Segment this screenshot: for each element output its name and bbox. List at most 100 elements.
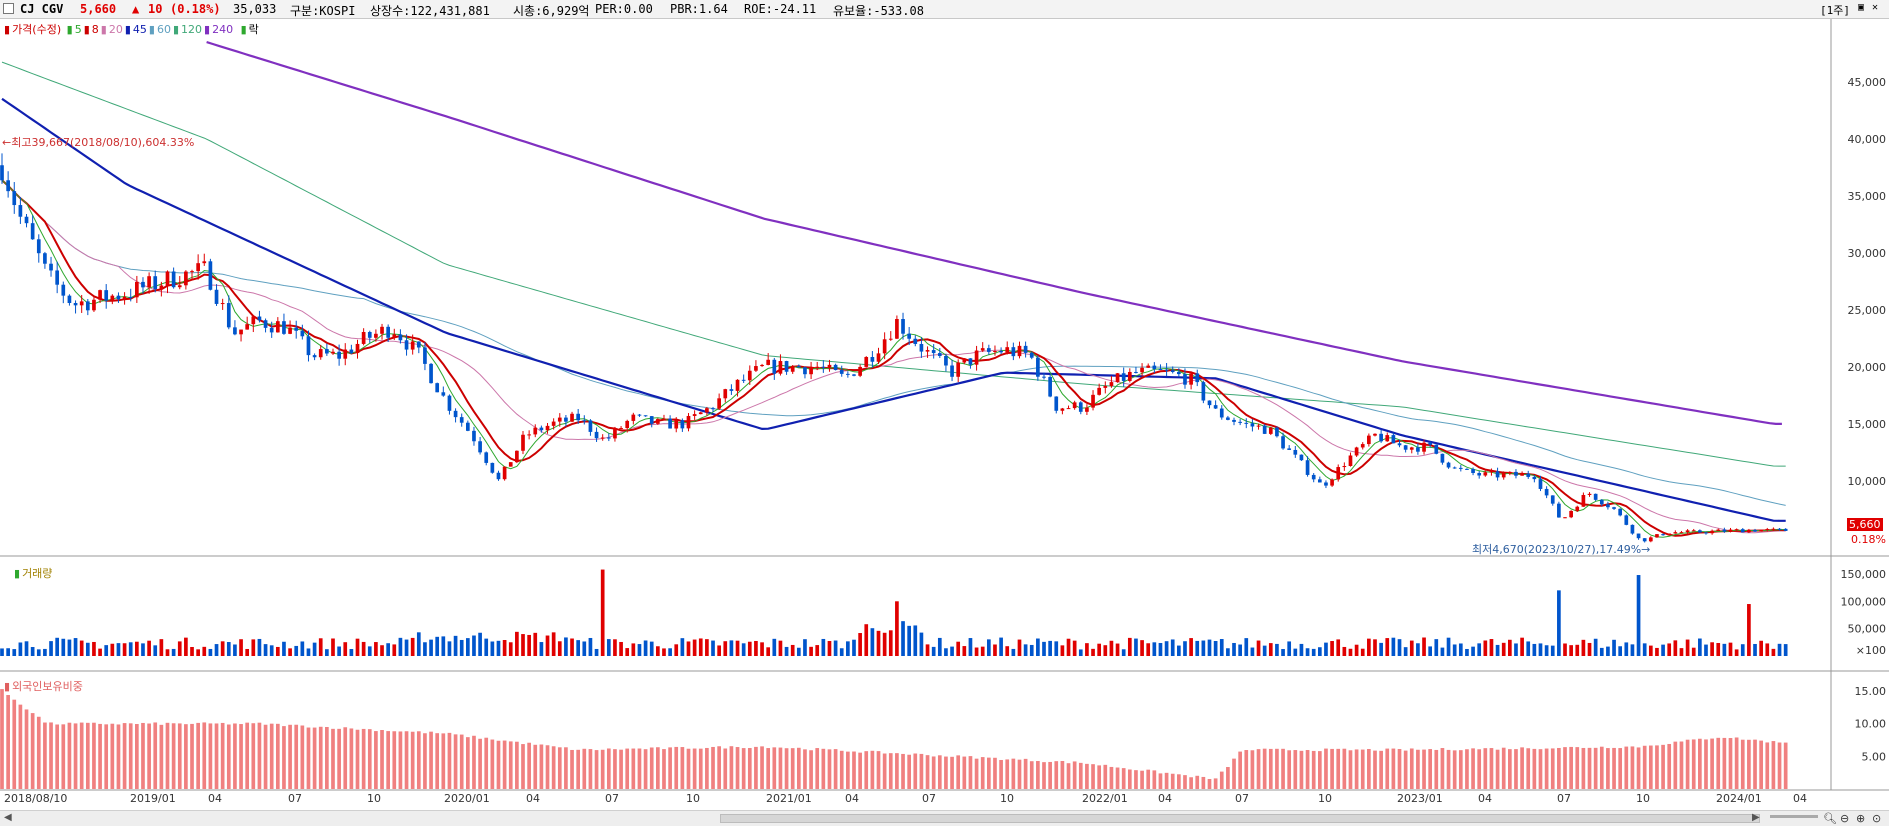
chart-canvas[interactable]: 45,000 40,000 35,000 30,000 25,000 20,000 15,0…	[0, 19, 1889, 810]
foreign-bar	[747, 748, 752, 789]
volume-bar	[239, 639, 243, 656]
foreign-bar	[600, 749, 605, 789]
scroll-right-icon[interactable]: ▶	[1752, 812, 1760, 823]
x-tick-label: 04	[1158, 792, 1172, 805]
foreign-bar	[833, 749, 838, 789]
volume-bar	[208, 648, 213, 656]
ma-legend-marker: ▮	[66, 23, 73, 36]
foreign-bar	[1115, 767, 1120, 789]
foreign-bar	[220, 722, 225, 789]
volume-bar	[1587, 642, 1592, 656]
header-checkbox[interactable]	[3, 3, 14, 14]
zoom-slider[interactable]	[1770, 815, 1818, 818]
high-annotation: ←최고39,667(2018/08/10),604.33%	[2, 136, 195, 149]
volume-bar	[1740, 644, 1745, 656]
candle-body	[1753, 529, 1757, 532]
foreign-bar	[1336, 748, 1341, 789]
volume-bar	[416, 632, 421, 656]
candle-body	[1066, 408, 1071, 410]
foreign-bar	[1103, 764, 1108, 789]
foreign-bar	[275, 723, 280, 789]
candle-body	[790, 365, 795, 372]
candle-body	[245, 324, 250, 330]
volume-bar	[36, 649, 41, 656]
volume-bar	[1606, 646, 1610, 656]
candle-body	[1599, 499, 1604, 505]
x-tick-label: 2024/01	[1716, 792, 1762, 805]
foreign-bar	[6, 695, 10, 789]
volume-bar	[999, 637, 1003, 656]
volume-bar	[1072, 640, 1077, 656]
foreign-bar	[1710, 738, 1714, 789]
candle-body	[43, 253, 47, 264]
x-tick-label: 10	[686, 792, 700, 805]
zoom-reset-icon[interactable]: ⊕	[1856, 812, 1866, 825]
volume-bar	[1360, 648, 1365, 656]
volume-bar	[1054, 641, 1059, 656]
candle-body	[1648, 537, 1653, 542]
volume-bar	[1538, 643, 1543, 656]
foreign-bar	[1642, 745, 1647, 789]
candle-body	[331, 351, 335, 354]
volume-bar	[747, 641, 752, 656]
foreign-bar	[24, 709, 29, 789]
foreign-bar	[1575, 747, 1580, 789]
ma-legend-marker: ▮	[148, 23, 155, 36]
candle-body	[435, 383, 440, 393]
candle-body	[1691, 530, 1696, 532]
volume-bar	[993, 644, 997, 656]
foreign-bar	[974, 758, 979, 789]
foreign-bar	[1587, 747, 1592, 789]
foreign-bar	[1409, 748, 1414, 789]
volume-bar	[386, 643, 390, 656]
volume-bar	[1655, 647, 1659, 656]
foreign-bar	[177, 723, 182, 789]
candle-body	[1759, 530, 1763, 532]
volume-bar	[784, 646, 789, 656]
candle-body	[1226, 417, 1230, 420]
x-tick-label: 04	[1478, 792, 1492, 805]
candle-body	[1219, 408, 1224, 418]
close-icon[interactable]: ✕	[1872, 2, 1879, 13]
scroll-thumb[interactable]	[720, 814, 1760, 823]
ma5-line	[1, 179, 1786, 538]
foreign-bar	[735, 747, 740, 789]
volume-bar	[858, 633, 862, 656]
foreign-bar	[508, 741, 513, 789]
foreign-bar	[355, 729, 360, 789]
x-tick-label: 04	[845, 792, 859, 805]
scroll-left-icon[interactable]: ◀	[4, 812, 12, 823]
foreign-bar	[73, 723, 78, 789]
zoom-in-icon[interactable]: ⊖	[1840, 812, 1850, 825]
candle-body	[122, 296, 127, 300]
foreign-bar	[1121, 768, 1126, 789]
volume-bar	[882, 632, 887, 656]
candle-body	[705, 408, 709, 413]
volume-bar	[1465, 648, 1469, 656]
volume-bar	[1581, 639, 1586, 656]
candle-body	[1538, 479, 1543, 489]
foreign-bar	[1275, 748, 1279, 789]
zoom-out-icon[interactable]: 🔍︎	[1823, 812, 1837, 825]
zoom-fit-icon[interactable]: ⊙	[1872, 812, 1882, 825]
period-button[interactable]: [1주]	[1820, 4, 1850, 17]
x-tick-label: 07	[1235, 792, 1249, 805]
candle-body	[1256, 425, 1261, 427]
candle-body	[1428, 442, 1433, 445]
candle-body	[55, 270, 60, 285]
foreign-bar	[1538, 749, 1543, 789]
foreign-bar	[1281, 748, 1285, 789]
foreign-bar	[1262, 748, 1267, 789]
volume-bar	[1305, 648, 1310, 656]
chart-scrollbar[interactable]: ◀ ▶ 🔍︎ ⊖ ⊕ ⊙	[0, 810, 1889, 826]
foreign-bar	[1747, 739, 1751, 789]
foreign-bar	[1636, 747, 1641, 789]
foreign-bar	[796, 747, 801, 789]
volume-bar	[1673, 640, 1678, 656]
foreign-bar	[950, 756, 954, 789]
foreign-bar	[1593, 747, 1598, 789]
volume-bar	[809, 646, 813, 656]
volume-bar	[398, 637, 403, 656]
restore-icon[interactable]: ▣	[1858, 2, 1865, 13]
volume-bar	[1103, 645, 1108, 656]
